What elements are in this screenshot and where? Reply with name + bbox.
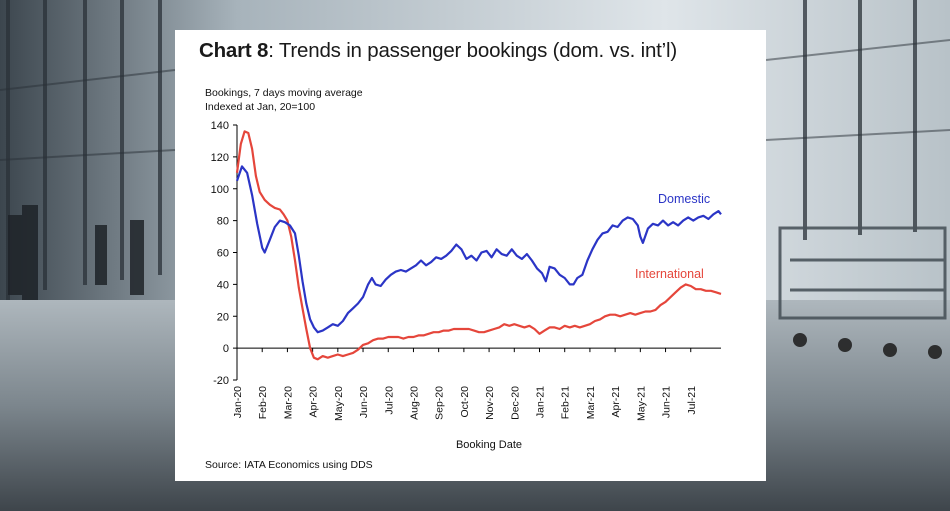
x-tick-label: May-20	[333, 386, 345, 421]
series-label-international: International	[635, 267, 704, 281]
x-tick-label: Jun-21	[661, 386, 673, 418]
x-tick-label: Apr-21	[610, 386, 622, 418]
x-tick-label: Jan-20	[232, 386, 244, 418]
x-tick-label: Jan-21	[535, 386, 547, 418]
x-tick-label: Apr-20	[308, 386, 320, 418]
x-tick-label: Nov-20	[484, 386, 496, 420]
x-tick-label: Dec-20	[509, 386, 521, 420]
y-tick-label: 20	[217, 311, 229, 323]
x-tick-label: Sep-20	[434, 386, 446, 420]
x-tick-label: Jul-21	[686, 386, 698, 415]
x-axis-label: Booking Date	[456, 439, 522, 451]
line-chart: -20 0 20 40 60 80 100 120 140 Jan-20 Feb-20 Mar-20 A…	[211, 120, 722, 451]
series-line-domestic	[235, 165, 722, 334]
x-tick-label: Feb-21	[560, 386, 572, 419]
chart-panel: Chart 8: Trends in passenger bookings (d…	[175, 30, 766, 481]
y-tick-label: 120	[211, 152, 229, 164]
series-line-international	[235, 130, 722, 361]
x-tick-label: Mar-21	[585, 386, 597, 419]
source-note: Source: IATA Economics using DDS	[205, 459, 373, 471]
chart-number: Chart 8	[199, 39, 269, 62]
subtitle-line-2: Indexed at Jan, 20=100	[205, 101, 316, 113]
y-tick-label: -20	[213, 375, 229, 387]
x-tick-label: Jun-20	[358, 386, 370, 418]
y-tick-label: 80	[217, 216, 229, 228]
x-tick-label: Feb-20	[257, 386, 269, 419]
y-tick-label: 60	[217, 248, 229, 260]
y-tick-label: 40	[217, 279, 229, 291]
y-tick-label: 140	[211, 120, 229, 132]
x-tick-label: Aug-20	[408, 386, 420, 420]
y-tick-label: 0	[223, 343, 229, 355]
y-tick-label: 100	[211, 184, 229, 196]
chart-title-text: : Trends in passenger bookings (dom. vs.…	[268, 39, 678, 62]
series-label-domestic: Domestic	[658, 192, 710, 206]
subtitle-line-1: Bookings, 7 days moving average	[205, 87, 363, 99]
x-tick-label: May-21	[635, 386, 647, 421]
chart-title: Chart 8: Trends in passenger bookings (d…	[199, 39, 677, 63]
x-tick-label: Jul-20	[383, 386, 395, 415]
x-tick-label: Oct-20	[459, 386, 471, 418]
x-tick-label: Mar-20	[282, 386, 294, 419]
